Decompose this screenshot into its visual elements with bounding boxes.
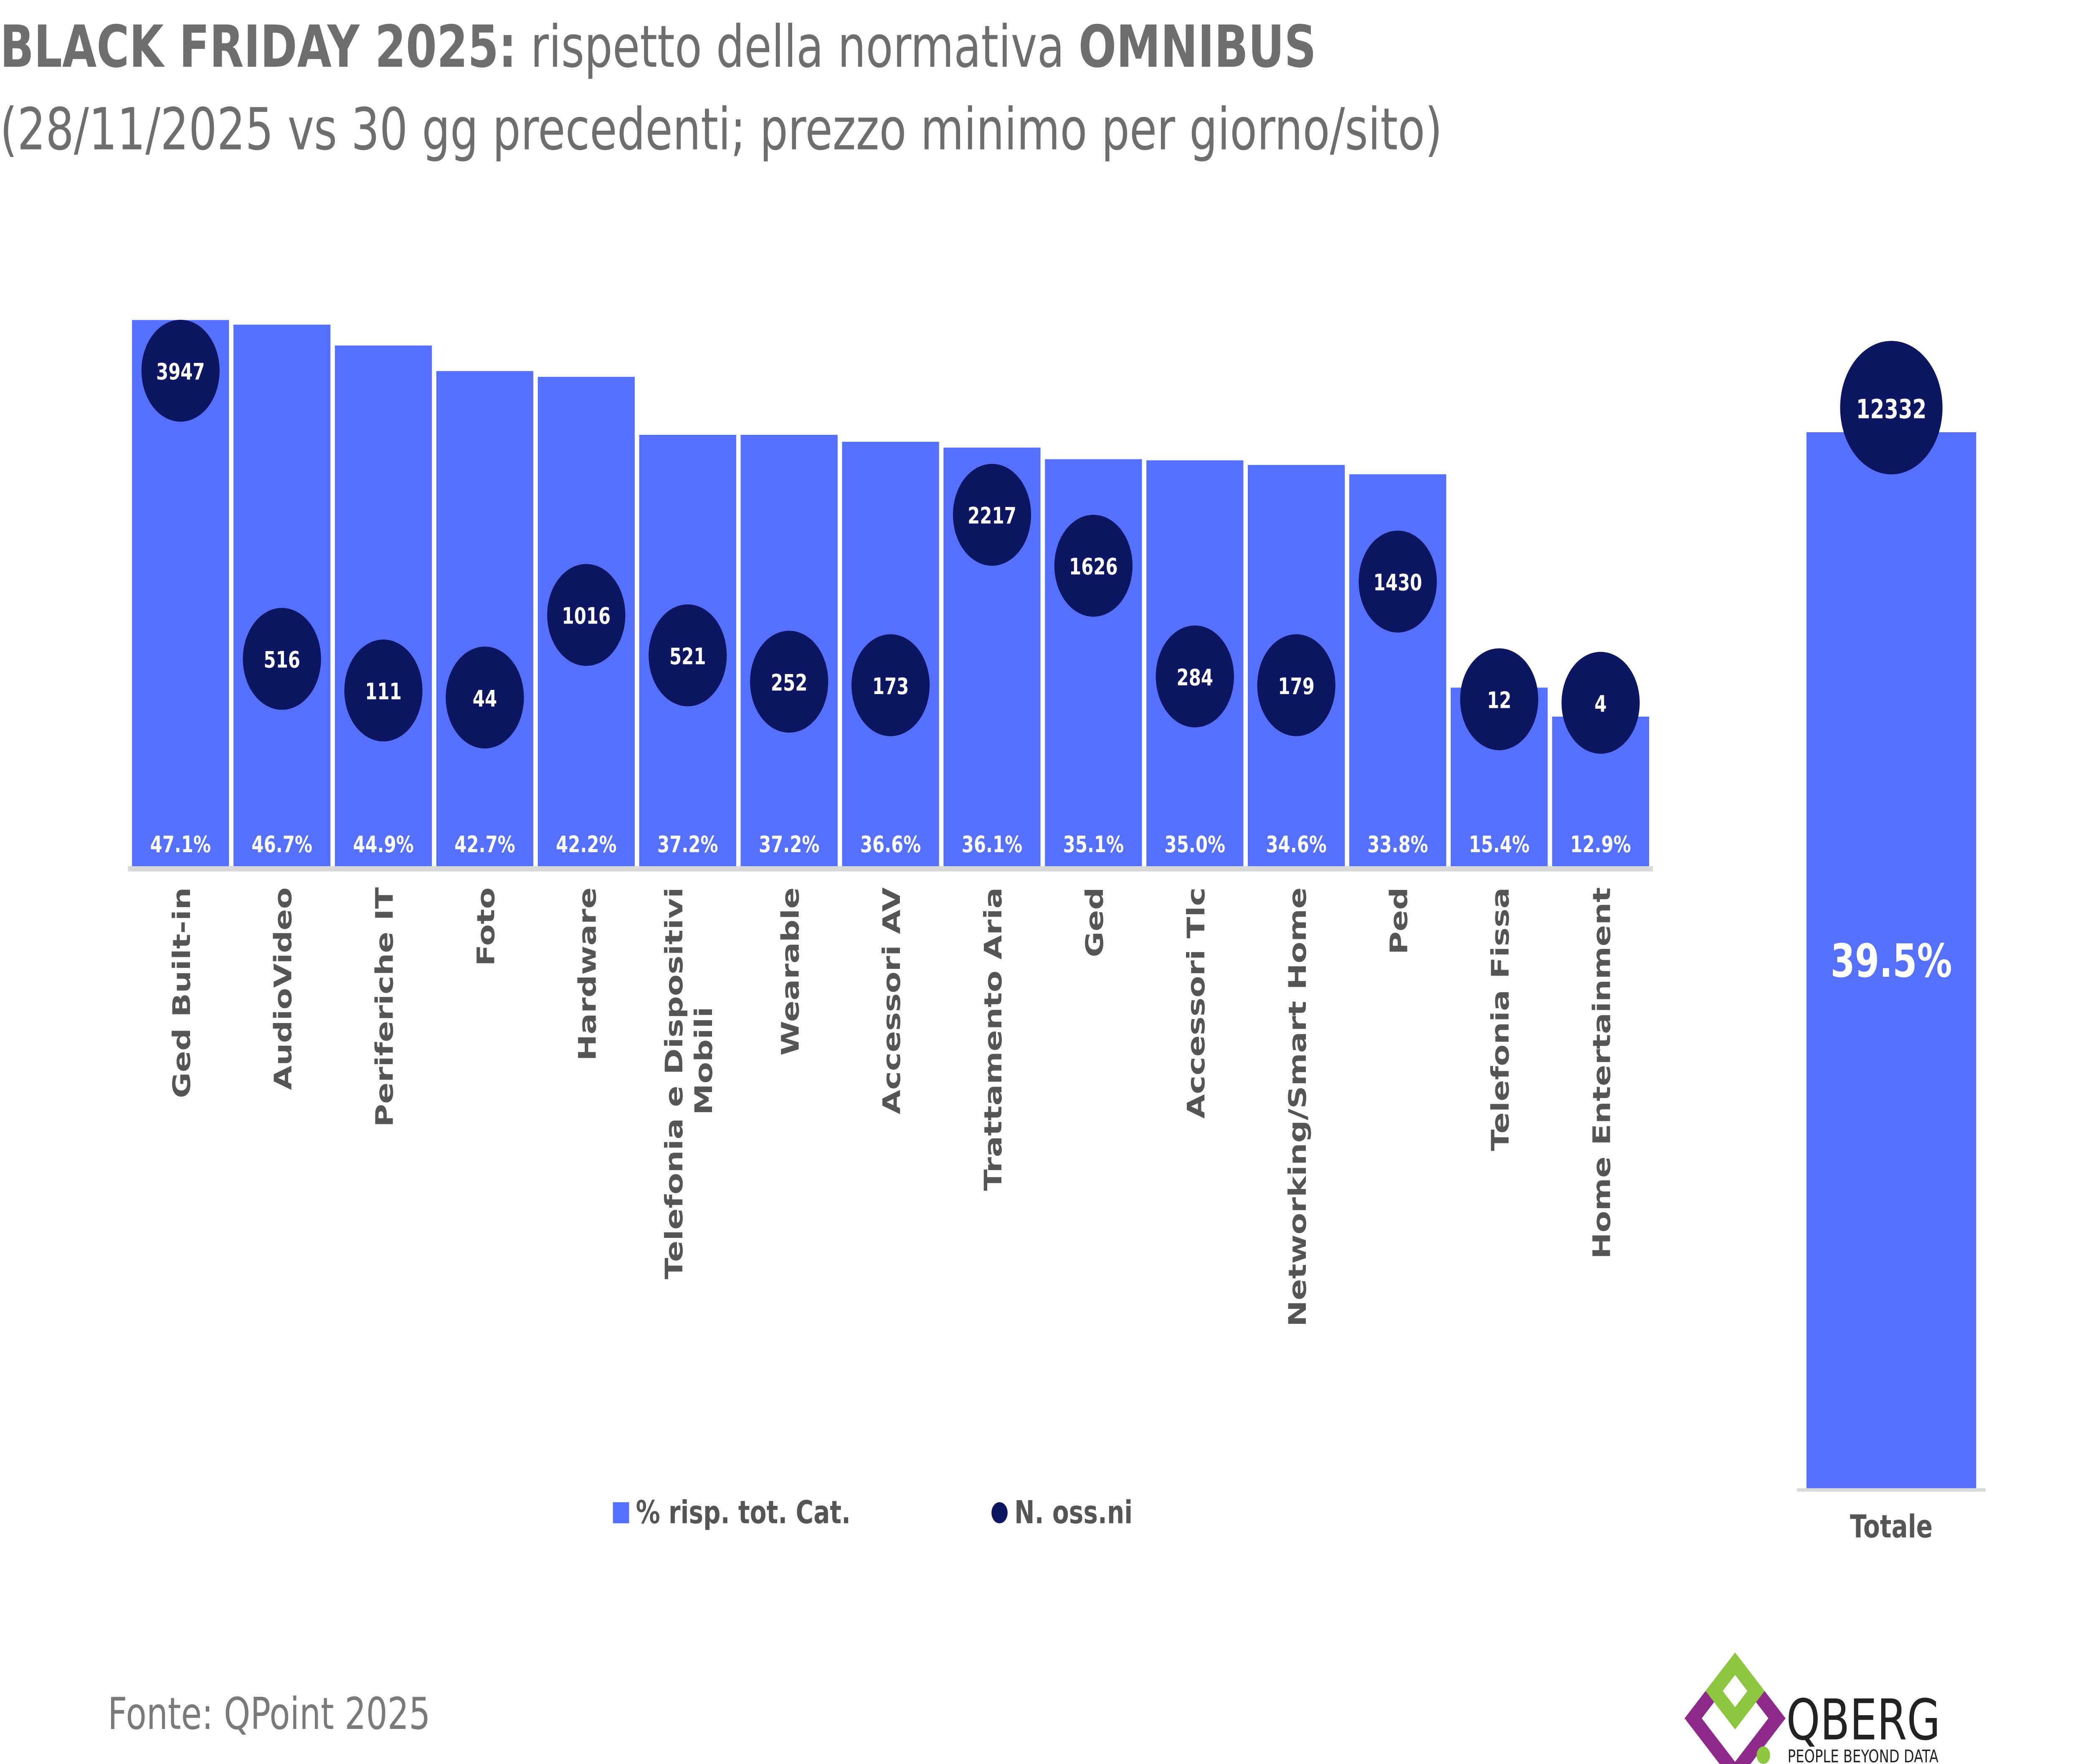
legend-label-count: N. oss.ni bbox=[1014, 1494, 1133, 1531]
count-label: 12 bbox=[1487, 687, 1511, 714]
category-label: Ged Built-in bbox=[167, 887, 196, 1098]
category-label: Hardware bbox=[573, 887, 601, 1061]
count-bubble-9 bbox=[1054, 514, 1133, 617]
category-label: Home Entertainment bbox=[1587, 887, 1616, 1259]
total-group: 39.5% 12332 Totale bbox=[1797, 341, 1986, 1545]
bar-value-label: 42.2% bbox=[556, 831, 616, 858]
count-bubble-6 bbox=[750, 631, 829, 733]
count-bubble-11 bbox=[1257, 634, 1335, 736]
count-label: 111 bbox=[365, 679, 402, 705]
bar-value-label: 33.8% bbox=[1367, 831, 1428, 858]
count-label: 2217 bbox=[968, 503, 1016, 529]
legend-label-percent: % risp. tot. Cat. bbox=[636, 1494, 851, 1531]
category-label-line: Mobili bbox=[689, 1007, 718, 1115]
bar-value-label: 15.4% bbox=[1469, 831, 1529, 858]
count-bubble-12 bbox=[1358, 530, 1437, 633]
bar-value-label: 36.6% bbox=[860, 831, 921, 858]
count-label: 173 bbox=[872, 673, 909, 700]
bar-value-label: 47.1% bbox=[150, 831, 211, 858]
total-category-label: Totale bbox=[1850, 1508, 1933, 1545]
title-bold: BLACK FRIDAY 2025: bbox=[0, 13, 517, 81]
bar-value-label: 42.7% bbox=[454, 831, 515, 858]
count-bubble-3 bbox=[446, 646, 524, 749]
category-label: Foto bbox=[471, 887, 500, 966]
category-label: Periferiche IT bbox=[370, 887, 398, 1127]
bar-value-label: 35.0% bbox=[1165, 831, 1225, 858]
total-value-label: 39.5% bbox=[1831, 935, 1952, 988]
total-bar bbox=[1806, 432, 1977, 1488]
source-note: Fonte: QPoint 2025 bbox=[108, 1688, 430, 1739]
count-bubble-14 bbox=[1561, 651, 1640, 754]
count-label: 284 bbox=[1177, 664, 1214, 691]
count-bubble-5 bbox=[649, 604, 727, 707]
category-label: Telefonia Fissa bbox=[1486, 887, 1514, 1151]
qberg-logo: QBERG PEOPLE BEYOND DATA bbox=[1684, 1652, 1940, 1764]
legend-square-marker bbox=[613, 1502, 629, 1523]
count-bubble-2 bbox=[344, 639, 423, 742]
category-label: Ped bbox=[1384, 887, 1413, 955]
bars-group: 47.1% 3947 Ged Built-in 46.7% 516 AudioVideo 4… bbox=[128, 319, 1653, 1327]
category-label: Networking/Smart Home bbox=[1283, 887, 1312, 1327]
legend: % risp. tot. Cat. N. oss.ni bbox=[613, 1494, 1133, 1531]
count-bubble-8 bbox=[953, 464, 1031, 566]
count-bubble-10 bbox=[1155, 625, 1234, 727]
legend-circle-marker bbox=[991, 1502, 1008, 1523]
category-label: AudioVideo bbox=[269, 887, 297, 1090]
total-count-bubble bbox=[1840, 341, 1943, 474]
bar-value-label: 37.2% bbox=[759, 831, 819, 858]
category-label: Telefonia e Dispositivi Mobili bbox=[660, 887, 718, 1280]
count-label: 179 bbox=[1278, 673, 1315, 700]
count-label: 1626 bbox=[1069, 554, 1118, 580]
bar-value-label: 37.2% bbox=[657, 831, 718, 858]
count-label: 516 bbox=[264, 647, 300, 673]
category-label-line: Telefonia e Dispositivi bbox=[660, 887, 688, 1280]
count-label: 252 bbox=[771, 670, 808, 696]
total-axis-line bbox=[1797, 1488, 1986, 1492]
title: BLACK FRIDAY 2025: rispetto della normat… bbox=[0, 13, 1316, 81]
subtitle: (28/11/2025 vs 30 gg precedenti; prezzo … bbox=[0, 96, 1442, 164]
bar-value-label: 36.1% bbox=[962, 831, 1022, 858]
bar-value-label: 44.9% bbox=[353, 831, 413, 858]
count-label: 4 bbox=[1594, 691, 1607, 717]
logo-tagline: PEOPLE BEYOND DATA bbox=[1788, 1746, 1939, 1764]
category-label: Ged bbox=[1080, 887, 1109, 958]
category-label: Accessori Tlc bbox=[1182, 887, 1210, 1119]
count-bubble-7 bbox=[851, 634, 930, 736]
category-label: Trattamento Aria bbox=[979, 887, 1007, 1191]
title-bold-end: OMNIBUS bbox=[1079, 13, 1316, 81]
bar-value-label: 35.1% bbox=[1063, 831, 1124, 858]
count-label: 521 bbox=[669, 644, 706, 670]
count-label: 1430 bbox=[1373, 570, 1422, 596]
bar-value-label: 34.6% bbox=[1266, 831, 1326, 858]
bar-value-label: 12.9% bbox=[1570, 831, 1631, 858]
count-bubble-0 bbox=[141, 319, 220, 422]
count-bubble-4 bbox=[547, 564, 626, 666]
count-label: 3947 bbox=[156, 359, 205, 385]
title-regular: rispetto della normativa bbox=[517, 13, 1079, 81]
category-label: Accessori AV bbox=[877, 887, 906, 1115]
bar-value-label: 46.7% bbox=[251, 831, 312, 858]
count-bubble-13 bbox=[1460, 648, 1538, 750]
category-label: Wearable bbox=[776, 887, 804, 1056]
count-bubble-1 bbox=[243, 608, 321, 710]
bar-3 bbox=[436, 371, 534, 867]
bar-1 bbox=[233, 324, 331, 867]
logo-wordmark: QBERG bbox=[1786, 1688, 1940, 1753]
bar-2 bbox=[334, 345, 432, 867]
count-label: 44 bbox=[473, 686, 497, 712]
count-label: 1016 bbox=[562, 603, 611, 629]
x-axis-line bbox=[128, 866, 1653, 872]
total-count-label: 12332 bbox=[1856, 394, 1926, 425]
